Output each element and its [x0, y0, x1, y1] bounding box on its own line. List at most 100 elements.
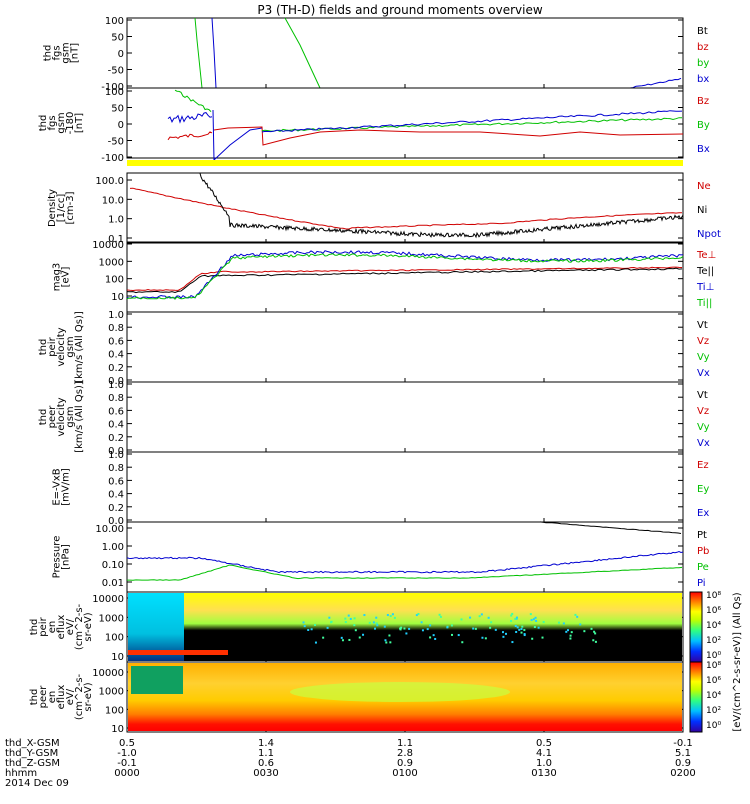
y-tick-label: 0.0 — [108, 516, 124, 527]
spectrogram-cell — [490, 621, 493, 624]
footer-value: 0200 — [670, 768, 695, 779]
y-tick-label: 1000 — [99, 687, 124, 698]
y-tick-label: 1.00 — [102, 542, 124, 553]
footer-value: 1.1 — [397, 738, 413, 749]
spectrogram-cell — [405, 632, 408, 635]
colorbar-tick: 10² — [706, 706, 721, 716]
spectrogram-cell — [487, 616, 490, 619]
panel-vi: 1.0 0.8 0.6 0.4 0.2 0.0 thdpeirvelocitygsm[km/… — [38, 310, 710, 387]
spectrogram-cell — [451, 633, 454, 636]
spectrogram-cell — [340, 636, 343, 639]
footer-row-label: hhmm — [5, 768, 37, 779]
series-teperp — [126, 266, 683, 292]
spectrogram-cell — [400, 626, 403, 629]
spectrogram-cell — [408, 627, 411, 630]
y-axis-label: thdpeervelocitygsm[km/s (All Qs)] — [38, 381, 85, 453]
y-tick-label: 0.8 — [108, 323, 124, 334]
y-tick-label: 10.0 — [102, 195, 124, 206]
y-axis-label-line: thd — [29, 619, 40, 636]
y-tick-label: 10 — [111, 724, 124, 735]
y-tick-label: 0.0 — [108, 376, 124, 387]
spectrogram-cell — [388, 634, 391, 637]
panel-frame — [126, 521, 684, 593]
y-tick-label: -50 — [108, 137, 124, 148]
y-axis-label-line: [km/s (All Qs)] — [74, 311, 85, 383]
spectrogram-cell — [450, 624, 453, 627]
series-pt — [539, 521, 682, 534]
spectrogram-cell — [567, 629, 570, 632]
footer-row-label: thd_Z-GSM — [5, 758, 60, 769]
footer-row-label: thd_Y-GSM — [5, 748, 58, 759]
y-axis-label-line: Pressure — [52, 536, 63, 579]
spectrogram-cell — [535, 619, 538, 622]
y-tick-label: 0.6 — [108, 476, 124, 487]
spectrogram-cell — [511, 641, 514, 644]
spectrogram-cell — [383, 625, 386, 628]
footer-value: 0000 — [114, 768, 139, 779]
series-tipara — [126, 253, 684, 300]
spectrogram-cell — [523, 633, 526, 636]
y-axis-label-line: fgs — [47, 115, 58, 130]
legend-bz: Bz — [697, 96, 709, 107]
spectrogram-cell — [389, 641, 392, 644]
spectrogram-cell — [426, 628, 429, 631]
spectrogram-cell — [537, 626, 540, 629]
spectrogram-cell — [514, 617, 517, 620]
spectrogram-cell — [358, 636, 361, 639]
spectrogram-cell — [310, 628, 313, 631]
y-tick-label: 0.4 — [108, 420, 124, 431]
spectrogram-cell — [562, 622, 565, 625]
spectrogram-cell — [374, 627, 377, 630]
spectrogram-cell — [478, 615, 481, 618]
spectrogram-cell — [446, 626, 449, 629]
legend-pt: Pt — [697, 530, 707, 541]
spectrogram-cell — [579, 623, 582, 626]
legend-bt: Bt — [697, 26, 708, 37]
y-tick-label: 100 — [105, 633, 124, 644]
y-tick-label: 1000 — [99, 257, 124, 268]
y-tick-label: 0.6 — [108, 406, 124, 417]
y-axis-label-line: eV/ — [65, 688, 76, 705]
spectrogram-cell — [569, 637, 572, 640]
series-by — [261, 117, 682, 132]
footer-value: -0.1 — [673, 738, 693, 749]
spectrogram-cell — [590, 627, 593, 630]
legend-bx: Bx — [697, 144, 710, 155]
y-tick-label: 100 — [105, 16, 124, 27]
colorbar-tick: 10⁰ — [706, 721, 721, 731]
y-tick-label: 0 — [118, 120, 124, 131]
spectrogram-cell — [457, 634, 460, 637]
colorbar-tick: 10⁰ — [706, 651, 721, 661]
colorbar-tick: 10⁶ — [706, 676, 721, 686]
y-tick-label: 0.10 — [102, 560, 124, 571]
spectrogram-cell — [510, 620, 513, 623]
spectrogram-cell — [461, 641, 464, 644]
y-axis-label-line: sr-eV) — [83, 612, 94, 641]
spectrogram-cell — [399, 628, 402, 631]
footer-date: 2014 Dec 09 — [5, 778, 69, 789]
y-tick-label: 0.4 — [108, 490, 124, 501]
spectrogram-cell — [391, 613, 394, 616]
y-axis-label-line: thd — [38, 409, 49, 426]
panel-frame — [126, 451, 684, 523]
spectrogram-cell — [372, 621, 375, 624]
spectrogram-cell — [594, 632, 597, 635]
spectrogram-cell — [515, 616, 518, 619]
colorbar-tick: 10⁶ — [706, 606, 721, 616]
panels: 100500-50-100thdfgsgsm[nT]Btbzbybx100500… — [29, 16, 721, 735]
y-tick-label: 50 — [111, 33, 124, 44]
spectrogram-cell — [389, 615, 392, 618]
spectrogram-cell — [565, 630, 568, 633]
spectrogram-cell — [385, 641, 388, 644]
y-axis-label-line: en — [47, 691, 58, 704]
y-tick-label: 1000 — [99, 613, 124, 624]
y-tick-label: 0.1 — [108, 234, 124, 245]
y-axis-label-line: [mV/m] — [61, 468, 72, 506]
y-axis-label-line: -180 — [65, 112, 76, 135]
spectrogram-cell — [557, 621, 560, 624]
y-axis-label-line: peir — [47, 336, 58, 356]
footer-value: -1.0 — [117, 748, 137, 759]
y-axis-label-line: sr-eV) — [83, 682, 94, 711]
spectrogram-cell — [460, 618, 463, 621]
spectrogram-cell — [480, 613, 483, 616]
